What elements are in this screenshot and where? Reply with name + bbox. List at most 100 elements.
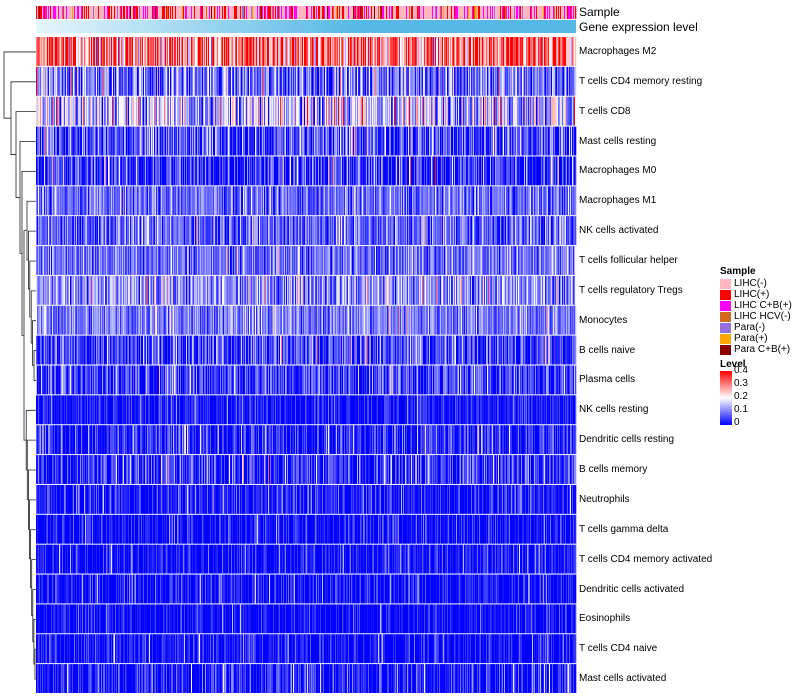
- heatmap-cell: [149, 216, 151, 246]
- heatmap-cell: [349, 126, 351, 156]
- heatmap-cell: [180, 246, 182, 275]
- heatmap-cell: [556, 126, 558, 156]
- heatmap-cell: [325, 66, 327, 96]
- heatmap-cell: [278, 216, 280, 246]
- heatmap-cell: [298, 66, 300, 96]
- heatmap-cell: [464, 126, 466, 156]
- heatmap-cell: [508, 216, 510, 246]
- sample-annotation-cell: [230, 6, 232, 19]
- heatmap-cell: [543, 216, 545, 246]
- heatmap-cell: [245, 186, 247, 216]
- heatmap-cell: [400, 66, 402, 96]
- heatmap-cell: [121, 156, 123, 186]
- sample-annotation-cell: [544, 6, 546, 19]
- heatmap-cell: [344, 37, 346, 66]
- heatmap-cell: [130, 126, 132, 156]
- heatmap-cell: [71, 37, 73, 66]
- heatmap-cell: [91, 96, 93, 126]
- sample-annotation-cell: [441, 6, 443, 19]
- heatmap-cell: [408, 216, 410, 246]
- heatmap-cell: [307, 126, 309, 156]
- heatmap-cell: [433, 126, 435, 156]
- heatmap-cell: [123, 37, 125, 66]
- heatmap-cell: [486, 126, 488, 156]
- sample-annotation-cell: [67, 6, 69, 19]
- heatmap-cell: [505, 186, 507, 216]
- sample-annotation-cell: [408, 6, 410, 19]
- heatmap-cell: [181, 156, 183, 186]
- sample-annotation-cell: [420, 6, 422, 19]
- heatmap-cell: [379, 37, 381, 66]
- sample-annotation-cell: [461, 6, 463, 19]
- heatmap-cell: [572, 216, 574, 246]
- heatmap-cell: [53, 186, 55, 216]
- heatmap-cell: [561, 66, 563, 96]
- heatmap-cell: [249, 37, 251, 66]
- heatmap-cell: [568, 37, 570, 66]
- heatmap-cell: [402, 66, 404, 96]
- heatmap-cell: [382, 126, 384, 156]
- sample-annotation-cell: [90, 6, 92, 19]
- heatmap-cell: [54, 246, 56, 275]
- heatmap-cell: [319, 37, 321, 66]
- heatmap-cell: [113, 246, 115, 275]
- heatmap-cell: [530, 37, 532, 66]
- heatmap-cell: [434, 37, 436, 66]
- heatmap-cell: [432, 156, 434, 186]
- heatmap-cell: [516, 66, 518, 96]
- heatmap-cell: [567, 216, 569, 246]
- heatmap-cell: [317, 186, 319, 216]
- heatmap-cell: [97, 37, 99, 66]
- heatmap-cell: [51, 126, 53, 156]
- heatmap-cell: [69, 37, 71, 66]
- heatmap-cell: [405, 156, 407, 186]
- heatmap-cell: [66, 126, 68, 156]
- heatmap-cell: [250, 96, 252, 126]
- heatmap-cell: [152, 186, 154, 216]
- heatmap-cell: [49, 246, 51, 275]
- heatmap-cell: [568, 66, 570, 96]
- heatmap-cell: [254, 126, 256, 156]
- heatmap-cell: [569, 37, 571, 66]
- heatmap-cell: [246, 37, 248, 66]
- heatmap-cell: [477, 126, 479, 156]
- heatmap-cell: [545, 156, 547, 186]
- heatmap-cell: [394, 156, 396, 186]
- heatmap-cell: [168, 186, 170, 216]
- heatmap-cell: [170, 126, 172, 156]
- heatmap-cell: [217, 156, 219, 186]
- sample-annotation-cell: [426, 6, 428, 19]
- heatmap-cell: [421, 216, 423, 246]
- heatmap-cell: [252, 96, 254, 126]
- heatmap-cell: [217, 126, 219, 156]
- heatmap-cell: [118, 126, 120, 156]
- heatmap-cell: [565, 96, 567, 126]
- heatmap-cell: [374, 216, 376, 246]
- heatmap-cell: [427, 156, 429, 186]
- heatmap-cell: [165, 156, 167, 186]
- heatmap-cell: [385, 156, 387, 186]
- heatmap-cell: [368, 37, 370, 66]
- heatmap-cell: [476, 156, 478, 186]
- heatmap-cell: [531, 37, 533, 66]
- heatmap-cell: [380, 37, 382, 66]
- heatmap-cell: [122, 186, 124, 216]
- heatmap-cell: [386, 216, 388, 246]
- heatmap-cell: [99, 126, 101, 156]
- heatmap-cell: [235, 126, 237, 156]
- heatmap-cell: [273, 66, 275, 96]
- heatmap-cell: [300, 186, 302, 216]
- sample-annotation-cell: [258, 6, 260, 19]
- heatmap-cell: [444, 156, 446, 186]
- heatmap-cell: [543, 126, 545, 156]
- heatmap-cell: [401, 96, 403, 126]
- heatmap-cell: [532, 186, 534, 216]
- heatmap-cell: [495, 156, 497, 186]
- heatmap-cell: [536, 156, 538, 186]
- heatmap-cell: [174, 156, 176, 186]
- heatmap-cell: [181, 96, 183, 126]
- heatmap-cell: [220, 246, 222, 275]
- heatmap-cell: [465, 186, 467, 216]
- heatmap-cell: [228, 246, 230, 275]
